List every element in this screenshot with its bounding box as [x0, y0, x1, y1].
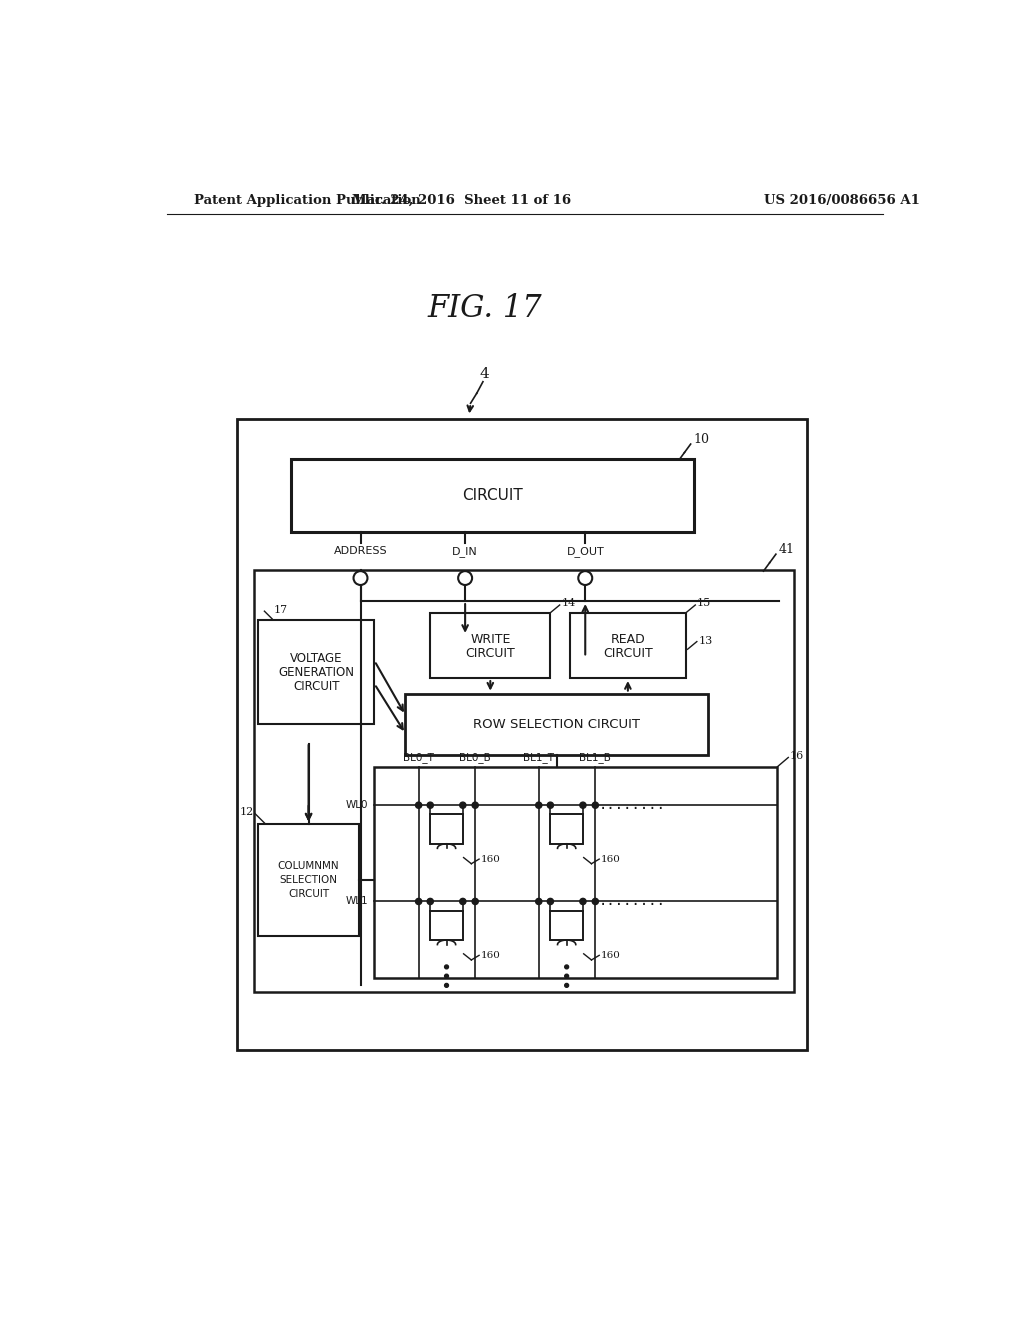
Bar [258, 620, 375, 725]
Bar [237, 418, 807, 1051]
Circle shape [592, 899, 598, 904]
Circle shape [444, 965, 449, 969]
Bar [569, 612, 686, 678]
Circle shape [580, 899, 586, 904]
Text: US 2016/0086656 A1: US 2016/0086656 A1 [764, 194, 920, 207]
Text: CIRCUIT: CIRCUIT [603, 647, 652, 660]
Text: ........: ........ [598, 799, 666, 812]
Text: 13: 13 [698, 636, 713, 645]
Bar [430, 911, 463, 940]
Text: 17: 17 [273, 605, 288, 615]
Text: 14: 14 [561, 598, 575, 609]
Circle shape [416, 899, 422, 904]
Text: 41: 41 [779, 543, 795, 556]
Bar [550, 911, 583, 940]
Circle shape [444, 974, 449, 978]
Text: WRITE: WRITE [470, 632, 511, 645]
Circle shape [579, 572, 592, 585]
Text: 15: 15 [697, 598, 711, 609]
Text: VOLTAGE: VOLTAGE [290, 652, 343, 665]
Text: Patent Application Publication: Patent Application Publication [194, 194, 421, 207]
Circle shape [427, 803, 433, 808]
Text: CIRCUIT: CIRCUIT [466, 647, 515, 660]
Bar [291, 459, 693, 532]
Text: BL0_B: BL0_B [460, 752, 492, 763]
Bar [430, 814, 463, 843]
Bar [375, 767, 777, 978]
Circle shape [458, 572, 472, 585]
Text: ........: ........ [598, 895, 666, 908]
Text: BL1_B: BL1_B [580, 752, 611, 763]
Text: 160: 160 [480, 854, 501, 863]
Circle shape [427, 899, 433, 904]
Text: 160: 160 [601, 950, 621, 960]
Text: ADDRESS: ADDRESS [334, 546, 387, 556]
Bar [550, 814, 583, 843]
Text: CIRCUIT: CIRCUIT [288, 890, 329, 899]
Circle shape [547, 803, 554, 808]
Circle shape [564, 983, 568, 987]
Circle shape [580, 803, 586, 808]
Text: COLUMNMN: COLUMNMN [278, 862, 339, 871]
Bar [430, 612, 550, 678]
Text: WL0: WL0 [346, 800, 369, 810]
Text: READ: READ [610, 632, 645, 645]
Circle shape [564, 974, 568, 978]
Text: ROW SELECTION CIRCUIT: ROW SELECTION CIRCUIT [473, 718, 640, 731]
Circle shape [416, 803, 422, 808]
Text: 4: 4 [479, 367, 489, 381]
Circle shape [547, 899, 554, 904]
Text: 160: 160 [480, 950, 501, 960]
Text: CIRCUIT: CIRCUIT [293, 680, 340, 693]
Circle shape [564, 965, 568, 969]
Text: Mar. 24, 2016  Sheet 11 of 16: Mar. 24, 2016 Sheet 11 of 16 [351, 194, 570, 207]
Text: 10: 10 [693, 433, 710, 446]
Bar [406, 693, 708, 755]
Bar [258, 825, 359, 936]
Text: 12: 12 [240, 807, 254, 817]
Text: SELECTION: SELECTION [280, 875, 338, 886]
Text: WL1: WL1 [346, 896, 369, 907]
Circle shape [444, 983, 449, 987]
Text: 160: 160 [601, 854, 621, 863]
Text: GENERATION: GENERATION [279, 665, 354, 678]
Circle shape [460, 803, 466, 808]
Text: D_IN: D_IN [453, 545, 478, 557]
Text: BL0_T: BL0_T [403, 752, 434, 763]
Circle shape [592, 803, 598, 808]
Circle shape [472, 899, 478, 904]
Text: BL1_T: BL1_T [523, 752, 554, 763]
Text: FIG. 17: FIG. 17 [427, 293, 542, 323]
Circle shape [536, 899, 542, 904]
Text: 16: 16 [790, 751, 804, 760]
Bar [254, 570, 794, 993]
Text: CIRCUIT: CIRCUIT [462, 488, 522, 503]
Circle shape [472, 803, 478, 808]
Circle shape [353, 572, 368, 585]
Text: D_OUT: D_OUT [566, 545, 604, 557]
Circle shape [536, 803, 542, 808]
Circle shape [460, 899, 466, 904]
